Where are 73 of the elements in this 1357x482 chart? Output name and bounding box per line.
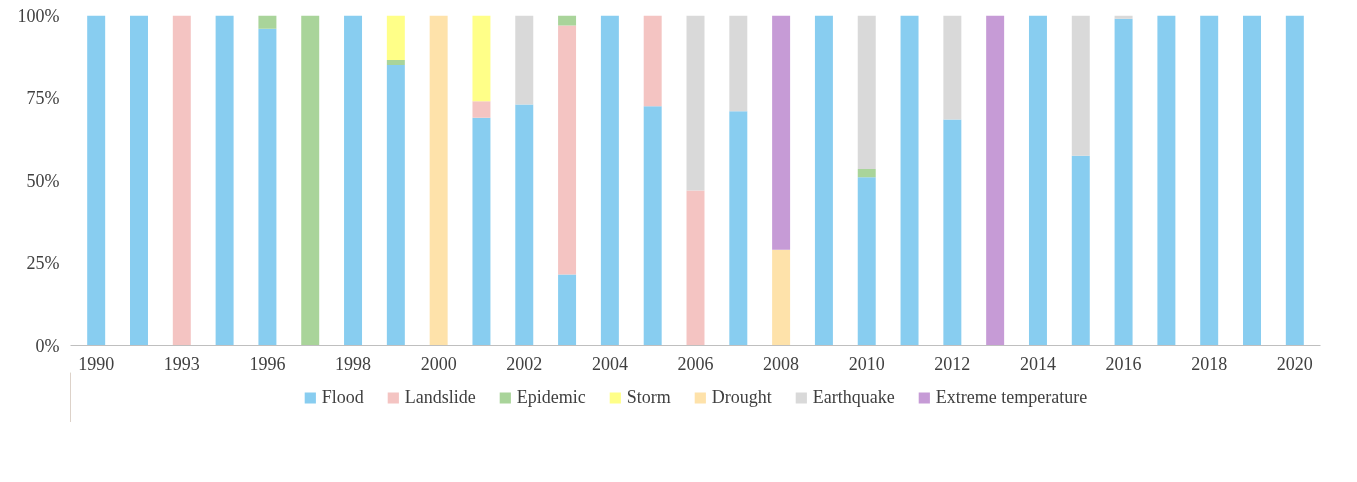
bar [558,15,577,26]
bar [686,15,705,191]
legend-label: Storm [626,386,671,408]
x-tick-label: 1996 [249,353,286,374]
bar [1071,15,1090,156]
bar [857,15,876,169]
legend-label: Landslide [404,386,476,408]
x-tick-label: 2010 [848,353,885,374]
bar [344,15,363,346]
bar [772,249,791,346]
bar [643,15,662,107]
bar [900,15,919,346]
bar [943,15,962,120]
bar [472,117,491,346]
bar [1285,15,1304,346]
bar [1157,15,1176,346]
bar [600,15,619,346]
bar [386,65,405,346]
bar [215,15,234,346]
x-tick-label: 2002 [506,353,543,374]
y-tick-label: 50% [26,170,60,191]
x-tick-label: 2008 [763,353,800,374]
bar [558,274,577,346]
y-tick-label: 100% [17,5,60,26]
bar [515,15,534,105]
bar [729,111,748,346]
bar [386,60,405,65]
bar [301,15,320,346]
y-tick-label: 0% [35,335,60,356]
x-tick-label: 2018 [1191,353,1228,374]
bar [772,15,791,250]
x-tick-label: 2014 [1019,353,1056,374]
bar [686,190,705,346]
bar [258,15,277,29]
y-tick-label: 25% [26,253,60,273]
bar [1243,15,1261,346]
x-tick-label: 2000 [420,353,457,374]
bar [814,15,833,346]
x-tick-label: 1993 [163,353,200,374]
bar [172,15,191,346]
bar [1028,15,1047,346]
bar [857,168,876,178]
bar [1200,15,1219,346]
bar [130,15,148,346]
legend-label: Earthquake [812,386,895,408]
bar [986,15,1005,346]
bar [857,177,876,346]
bar [729,15,748,112]
x-tick-label: 2012 [934,353,971,374]
x-tick-label: 2016 [1105,353,1142,374]
bar [515,104,534,346]
bar [87,15,106,346]
bar [429,15,448,346]
bar [943,119,962,346]
bar [1114,15,1133,19]
bar [1114,18,1133,346]
bar [643,106,662,346]
legend-label: Extreme temperature [935,386,1088,408]
x-tick-label: 2020 [1276,353,1313,374]
legend-label: Epidemic [516,386,586,408]
bar [1071,155,1090,346]
x-tick-label: 2004 [591,353,628,374]
x-tick-label: 1998 [335,353,372,374]
x-tick-label: 1990 [78,353,115,374]
bar [472,15,491,102]
x-tick-label: 2006 [677,353,714,374]
legend-label: Drought [711,386,772,408]
bar [258,28,277,346]
bar [472,101,491,118]
legend-label: Flood [321,386,364,408]
bar [558,25,577,275]
y-tick-label: 75% [26,88,60,108]
bar [386,15,405,61]
